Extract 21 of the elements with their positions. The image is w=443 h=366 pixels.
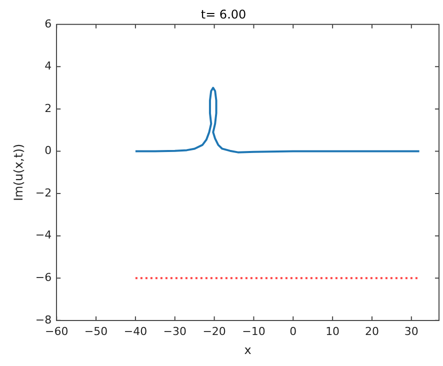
x-tick-label: 10	[326, 324, 340, 338]
x-tick-label: −10	[242, 324, 266, 338]
y-tick-label: 2	[44, 102, 52, 115]
x-tick-label: −30	[163, 324, 186, 338]
y-tick-label: 0	[44, 144, 52, 158]
chart-title: t= 6.00	[200, 7, 246, 22]
x-tick-label: −20	[202, 324, 226, 338]
x-tick-label: −40	[124, 324, 148, 338]
x-tick-label: 20	[364, 324, 379, 338]
x-tick-label: −50	[84, 324, 108, 338]
y-tick-label: −6	[35, 270, 52, 284]
y-tick-label: 4	[44, 60, 52, 73]
x-tick-label: −60	[45, 324, 68, 338]
y-tick-label: 6	[44, 17, 52, 30]
x-tick-label: 0	[290, 324, 297, 338]
y-axis-title: Im(u(x,t))	[11, 144, 26, 201]
y-tick-label: −2	[35, 186, 52, 200]
x-axis-title: x	[244, 342, 252, 357]
x-tick-label: 30	[404, 324, 418, 338]
y-tick-label: −8	[35, 313, 52, 326]
y-tick-label: −4	[35, 228, 52, 242]
